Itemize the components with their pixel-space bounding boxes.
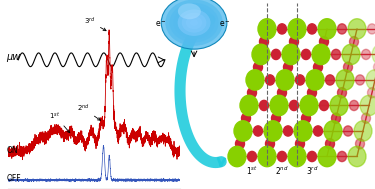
Text: OFF: OFF [6,174,21,183]
Circle shape [246,70,264,90]
Circle shape [356,75,364,85]
Circle shape [236,139,244,149]
Circle shape [242,113,250,123]
Circle shape [348,146,366,167]
Ellipse shape [186,16,202,29]
Circle shape [314,126,322,136]
Circle shape [248,88,256,98]
Circle shape [348,19,366,39]
Circle shape [362,113,370,123]
Circle shape [336,70,354,90]
Circle shape [284,126,292,136]
Text: e$^-$: e$^-$ [219,20,231,29]
Circle shape [288,19,306,39]
Circle shape [254,62,262,72]
Circle shape [338,88,346,98]
Circle shape [312,44,330,65]
Ellipse shape [190,19,198,26]
Circle shape [278,88,286,98]
Circle shape [270,95,288,116]
Circle shape [260,37,268,47]
Circle shape [308,151,316,162]
Circle shape [278,151,286,162]
Text: ON: ON [6,146,18,155]
Circle shape [374,62,375,72]
Circle shape [344,126,352,136]
Circle shape [338,24,346,34]
Circle shape [272,49,280,60]
Circle shape [354,121,372,141]
Circle shape [326,139,334,149]
Text: μw: μw [6,52,21,62]
Circle shape [308,24,316,34]
Circle shape [290,37,298,47]
Ellipse shape [182,13,206,33]
Circle shape [228,146,246,167]
Circle shape [318,146,336,167]
Circle shape [284,62,292,72]
Circle shape [326,75,334,85]
Text: 2$^{nd}$: 2$^{nd}$ [275,164,289,177]
Text: DNP: DNP [225,57,242,79]
Circle shape [308,88,316,98]
Circle shape [264,121,282,141]
Circle shape [320,100,328,111]
Text: 1$^{st}$: 1$^{st}$ [246,164,258,177]
Circle shape [266,139,274,149]
Ellipse shape [174,6,214,39]
Circle shape [362,49,370,60]
Circle shape [314,62,322,72]
Circle shape [356,139,364,149]
Circle shape [366,70,375,90]
Circle shape [302,113,310,123]
Circle shape [278,24,286,34]
Circle shape [330,95,348,116]
Circle shape [320,37,328,47]
Text: 3$^{rd}$: 3$^{rd}$ [84,15,106,31]
Circle shape [324,121,342,141]
Circle shape [282,44,300,65]
Circle shape [344,62,352,72]
Circle shape [258,146,276,167]
Text: 2$^{nd}$: 2$^{nd}$ [76,103,101,120]
Circle shape [260,100,268,111]
Circle shape [252,44,270,65]
Circle shape [342,44,360,65]
Circle shape [294,121,312,141]
Ellipse shape [178,3,201,19]
Text: 1$^{st}$: 1$^{st}$ [50,110,70,133]
Circle shape [254,126,262,136]
Circle shape [302,49,310,60]
Circle shape [296,75,304,85]
Circle shape [300,95,318,116]
Circle shape [360,95,375,116]
Circle shape [266,75,274,85]
Circle shape [368,88,375,98]
Circle shape [306,70,324,90]
Circle shape [332,113,340,123]
Ellipse shape [165,0,223,46]
Ellipse shape [170,3,219,43]
Circle shape [258,19,276,39]
Circle shape [296,139,304,149]
Circle shape [240,95,258,116]
Circle shape [350,37,358,47]
Circle shape [276,70,294,90]
Circle shape [318,19,336,39]
Circle shape [290,100,298,111]
Text: e$^-$: e$^-$ [155,20,167,29]
Circle shape [234,121,252,141]
Ellipse shape [161,0,227,49]
Circle shape [288,146,306,167]
Text: 3$^{rd}$: 3$^{rd}$ [306,164,318,177]
Ellipse shape [178,9,210,36]
Circle shape [332,49,340,60]
Circle shape [272,113,280,123]
Circle shape [372,44,375,65]
Circle shape [248,151,256,162]
Circle shape [368,24,375,34]
Circle shape [350,100,358,111]
Circle shape [338,151,346,162]
